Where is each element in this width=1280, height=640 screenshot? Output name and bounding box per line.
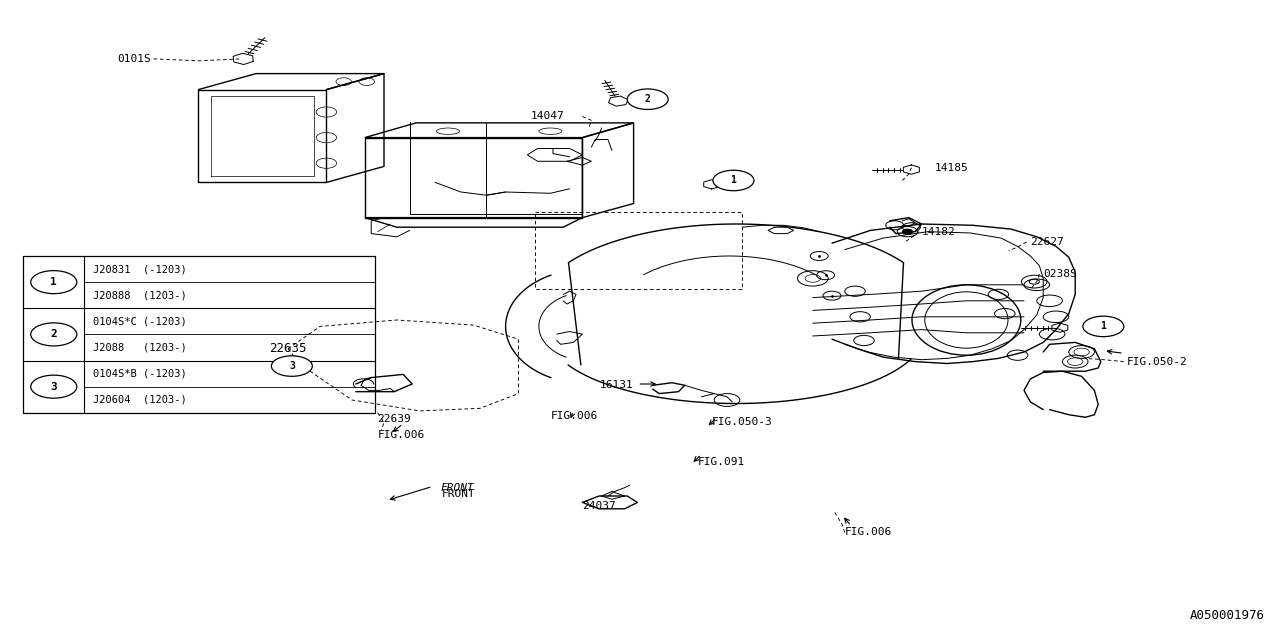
Text: 22635: 22635 xyxy=(269,342,307,355)
Text: 0101S: 0101S xyxy=(118,54,151,64)
Text: J2088   (1203-): J2088 (1203-) xyxy=(93,342,187,353)
Text: 22639: 22639 xyxy=(378,414,411,424)
Text: FRONT: FRONT xyxy=(442,489,475,499)
Text: 3: 3 xyxy=(50,381,58,392)
Text: J20888  (1203-): J20888 (1203-) xyxy=(93,290,187,300)
Text: 0238S: 0238S xyxy=(1043,269,1076,279)
Circle shape xyxy=(713,170,754,191)
Circle shape xyxy=(271,356,312,376)
Text: 3: 3 xyxy=(289,361,294,371)
Text: 2: 2 xyxy=(645,94,650,104)
Text: 1: 1 xyxy=(1101,321,1106,332)
Text: A050001976: A050001976 xyxy=(1189,609,1265,622)
Circle shape xyxy=(627,89,668,109)
Text: FIG.050-2: FIG.050-2 xyxy=(1126,356,1187,367)
Text: 24037: 24037 xyxy=(582,500,616,511)
Text: 14185: 14185 xyxy=(934,163,968,173)
Text: 16131: 16131 xyxy=(600,380,634,390)
Circle shape xyxy=(1083,316,1124,337)
Text: J20831  (-1203): J20831 (-1203) xyxy=(93,264,187,274)
Text: 1: 1 xyxy=(50,277,58,287)
Text: 14047: 14047 xyxy=(531,111,564,122)
Circle shape xyxy=(902,229,913,234)
Text: 2: 2 xyxy=(50,330,58,339)
Text: 14182: 14182 xyxy=(922,227,955,237)
Text: FIG.050-3: FIG.050-3 xyxy=(712,417,772,428)
Text: 22627: 22627 xyxy=(1030,237,1064,247)
Text: FIG.091: FIG.091 xyxy=(698,457,745,467)
Text: J20604  (1203-): J20604 (1203-) xyxy=(93,395,187,404)
Text: FIG.006: FIG.006 xyxy=(550,411,598,421)
Text: 0104S*B (-1203): 0104S*B (-1203) xyxy=(93,369,187,379)
Circle shape xyxy=(31,271,77,294)
Text: FRONT: FRONT xyxy=(440,483,474,493)
Text: FIG.006: FIG.006 xyxy=(378,430,425,440)
Text: FIG.006: FIG.006 xyxy=(845,527,892,538)
Circle shape xyxy=(31,323,77,346)
Text: 1: 1 xyxy=(731,175,736,186)
Circle shape xyxy=(31,375,77,398)
Text: 0104S*C (-1203): 0104S*C (-1203) xyxy=(93,316,187,326)
